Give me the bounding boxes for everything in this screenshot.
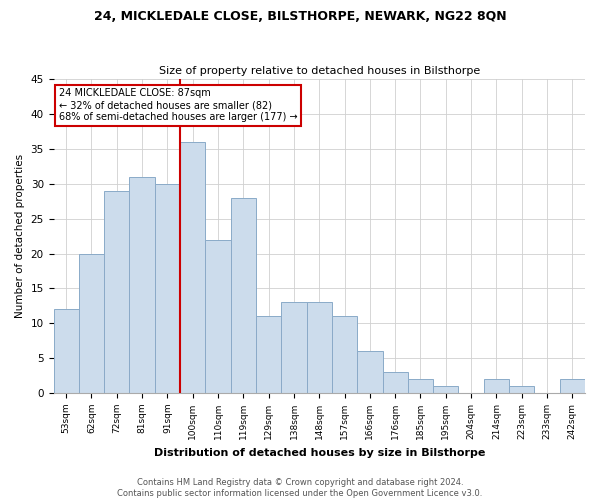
Bar [230,198,256,393]
Bar [509,386,535,393]
Bar [79,254,104,393]
Bar [155,184,180,393]
Text: Contains HM Land Registry data © Crown copyright and database right 2024.
Contai: Contains HM Land Registry data © Crown c… [118,478,482,498]
Text: 24 MICKLEDALE CLOSE: 87sqm
← 32% of detached houses are smaller (82)
68% of semi: 24 MICKLEDALE CLOSE: 87sqm ← 32% of deta… [59,88,298,122]
Bar [484,379,509,393]
X-axis label: Distribution of detached houses by size in Bilsthorpe: Distribution of detached houses by size … [154,448,485,458]
Bar [180,142,205,393]
Bar [307,302,332,393]
Bar [53,310,79,393]
Bar [383,372,408,393]
Bar [281,302,307,393]
Bar [357,351,383,393]
Bar [408,379,433,393]
Bar [130,176,155,393]
Y-axis label: Number of detached properties: Number of detached properties [15,154,25,318]
Bar [560,379,585,393]
Bar [104,190,130,393]
Bar [256,316,281,393]
Bar [332,316,357,393]
Bar [205,240,230,393]
Bar [433,386,458,393]
Text: 24, MICKLEDALE CLOSE, BILSTHORPE, NEWARK, NG22 8QN: 24, MICKLEDALE CLOSE, BILSTHORPE, NEWARK… [94,10,506,23]
Title: Size of property relative to detached houses in Bilsthorpe: Size of property relative to detached ho… [158,66,480,76]
